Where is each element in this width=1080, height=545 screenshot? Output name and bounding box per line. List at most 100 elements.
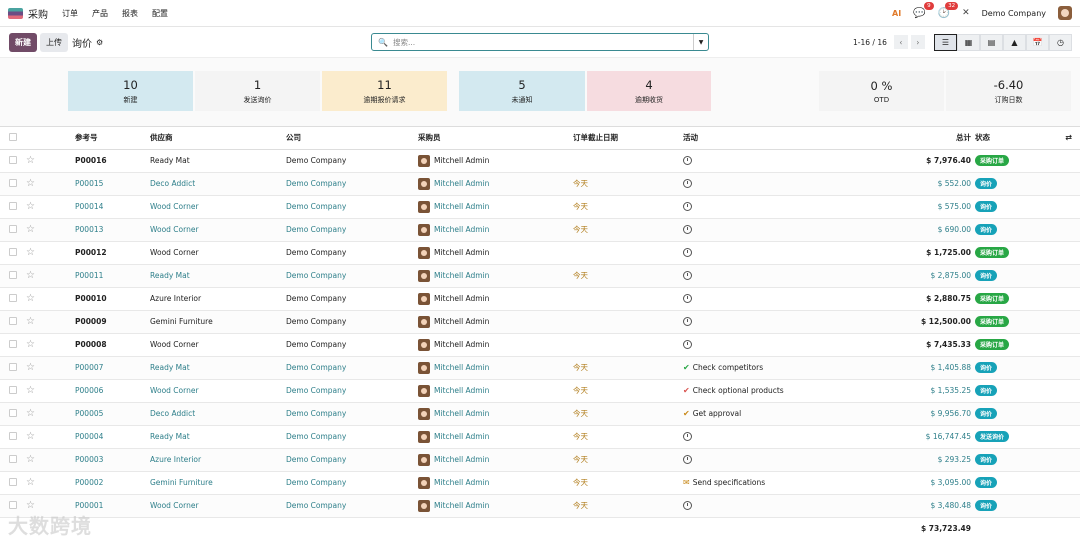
stat-rfq-sent[interactable]: 1 发送询价 <box>195 71 320 111</box>
pager-value[interactable]: 1-16 / 16 <box>853 37 887 47</box>
stat-not-acknowledged[interactable]: 5 未通知 <box>459 71 585 111</box>
priority-star-icon[interactable]: ☆ <box>26 477 35 488</box>
kanban-view-icon[interactable]: ▦ <box>957 33 980 51</box>
table-row[interactable]: ☆ P00002 Gemini Furniture Demo Company M… <box>0 471 1080 495</box>
col-vendor[interactable]: 供应商 <box>150 127 286 150</box>
search-input[interactable]: 搜索... <box>392 37 416 47</box>
activity-clock-icon[interactable] <box>683 294 692 304</box>
messages-icon[interactable]: 💬 9 <box>913 1 934 19</box>
col-order-deadline[interactable]: 订单截止日期 <box>573 127 683 150</box>
menu-products[interactable]: 产品 <box>92 8 108 18</box>
new-button[interactable]: 新建 <box>9 32 37 52</box>
activity-clock-icon[interactable] <box>683 501 692 511</box>
search-options-caret-icon[interactable]: ▼ <box>693 34 708 50</box>
table-row[interactable]: ☆ P00008 Wood Corner Demo Company Mitche… <box>0 333 1080 357</box>
table-row[interactable]: ☆ P00012 Wood Corner Demo Company Mitche… <box>0 241 1080 265</box>
company-switcher[interactable]: Demo Company <box>981 8 1046 18</box>
ai-icon[interactable]: AI <box>892 8 902 18</box>
row-checkbox[interactable] <box>9 385 17 394</box>
graph-view-icon[interactable]: ▲ <box>1003 33 1026 51</box>
priority-star-icon[interactable]: ☆ <box>26 339 35 350</box>
check-icon[interactable]: ✔ <box>683 386 690 395</box>
user-avatar[interactable] <box>1058 6 1072 20</box>
activity-clock-icon[interactable] <box>683 340 692 350</box>
tools-icon[interactable]: ✕ <box>962 8 970 18</box>
priority-star-icon[interactable]: ☆ <box>26 178 35 189</box>
priority-star-icon[interactable]: ☆ <box>26 155 35 166</box>
activity-clock-icon[interactable] <box>683 271 692 281</box>
table-row[interactable]: ☆ P00003 Azure Interior Demo Company Mit… <box>0 448 1080 472</box>
calendar-grid-view-icon[interactable]: ▤ <box>980 33 1003 51</box>
activity-clock-icon[interactable] <box>683 455 692 465</box>
check-icon[interactable]: ✔ <box>683 409 690 418</box>
stat-new[interactable]: 10 新建 <box>68 71 193 111</box>
activity-clock-icon[interactable] <box>683 156 692 166</box>
priority-star-icon[interactable]: ☆ <box>26 316 35 327</box>
menu-orders[interactable]: 订单 <box>62 8 78 18</box>
optional-columns-icon[interactable]: ⇄ <box>1065 133 1072 142</box>
priority-star-icon[interactable]: ☆ <box>26 408 35 419</box>
priority-star-icon[interactable]: ☆ <box>26 293 35 304</box>
app-name[interactable]: 采购 <box>28 9 48 21</box>
activity-clock-icon[interactable] <box>683 432 692 442</box>
priority-star-icon[interactable]: ☆ <box>26 201 35 212</box>
row-checkbox[interactable] <box>9 247 17 256</box>
check-icon[interactable]: ✔ <box>683 363 690 372</box>
email-icon[interactable]: ✉ <box>683 478 690 487</box>
table-row[interactable]: ☆ P00014 Wood Corner Demo Company Mitche… <box>0 195 1080 219</box>
table-row[interactable]: ☆ P00009 Gemini Furniture Demo Company M… <box>0 310 1080 334</box>
stat-late-receipt[interactable]: 4 逾期收货 <box>587 71 711 111</box>
row-checkbox[interactable] <box>9 408 17 417</box>
table-row[interactable]: ☆ P00016 Ready Mat Demo Company Mitchell… <box>0 149 1080 173</box>
table-row[interactable]: ☆ P00007 Ready Mat Demo Company Mitchell… <box>0 356 1080 380</box>
table-row[interactable]: ☆ P00001 Wood Corner Demo Company Mitche… <box>0 494 1080 518</box>
row-checkbox[interactable] <box>9 201 17 210</box>
priority-star-icon[interactable]: ☆ <box>26 431 35 442</box>
activity-view-icon[interactable]: ◷ <box>1049 33 1072 51</box>
row-checkbox[interactable] <box>9 293 17 302</box>
row-checkbox[interactable] <box>9 178 17 187</box>
activities-clock-icon[interactable]: 🕑 32 <box>938 1 959 19</box>
activity-clock-icon[interactable] <box>683 202 692 212</box>
pager-next-icon[interactable]: › <box>910 35 925 49</box>
row-checkbox[interactable] <box>9 270 17 279</box>
activity-clock-icon[interactable] <box>683 317 692 327</box>
list-view-icon[interactable]: ☰ <box>934 33 957 51</box>
activity-clock-icon[interactable] <box>683 225 692 235</box>
col-reference[interactable]: 参考号 <box>75 127 150 150</box>
col-activity[interactable]: 活动 <box>683 127 813 150</box>
row-checkbox[interactable] <box>9 224 17 233</box>
table-row[interactable]: ☆ P00005 Deco Addict Demo Company Mitche… <box>0 402 1080 426</box>
col-buyer[interactable]: 采购员 <box>418 127 573 150</box>
table-row[interactable]: ☆ P00015 Deco Addict Demo Company Mitche… <box>0 172 1080 196</box>
priority-star-icon[interactable]: ☆ <box>26 385 35 396</box>
row-checkbox[interactable] <box>9 155 17 164</box>
col-total[interactable]: 总计 <box>813 127 975 150</box>
select-all-checkbox[interactable] <box>9 132 17 141</box>
priority-star-icon[interactable]: ☆ <box>26 247 35 258</box>
stat-late-rfq[interactable]: 11 逾期报价请求 <box>322 71 447 111</box>
table-row[interactable]: ☆ P00010 Azure Interior Demo Company Mit… <box>0 287 1080 311</box>
priority-star-icon[interactable]: ☆ <box>26 224 35 235</box>
row-checkbox[interactable] <box>9 339 17 348</box>
row-checkbox[interactable] <box>9 454 17 463</box>
app-logo-icon[interactable] <box>8 7 23 19</box>
priority-star-icon[interactable]: ☆ <box>26 500 35 511</box>
gear-icon[interactable]: ⚙ <box>96 37 104 47</box>
menu-reports[interactable]: 报表 <box>122 8 138 18</box>
priority-star-icon[interactable]: ☆ <box>26 454 35 465</box>
activity-clock-icon[interactable] <box>683 179 692 189</box>
pager-prev-icon[interactable]: ‹ <box>893 35 908 49</box>
row-checkbox[interactable] <box>9 362 17 371</box>
upload-button[interactable]: 上传 <box>40 32 68 52</box>
priority-star-icon[interactable]: ☆ <box>26 362 35 373</box>
row-checkbox[interactable] <box>9 431 17 440</box>
calendar-view-icon[interactable]: 📅 <box>1026 33 1049 51</box>
col-status[interactable]: 状态 <box>975 133 990 143</box>
row-checkbox[interactable] <box>9 500 17 509</box>
table-row[interactable]: ☆ P00013 Wood Corner Demo Company Mitche… <box>0 218 1080 242</box>
table-row[interactable]: ☆ P00006 Wood Corner Demo Company Mitche… <box>0 379 1080 403</box>
priority-star-icon[interactable]: ☆ <box>26 270 35 281</box>
col-company[interactable]: 公司 <box>286 127 418 150</box>
table-row[interactable]: ☆ P00004 Ready Mat Demo Company Mitchell… <box>0 425 1080 449</box>
